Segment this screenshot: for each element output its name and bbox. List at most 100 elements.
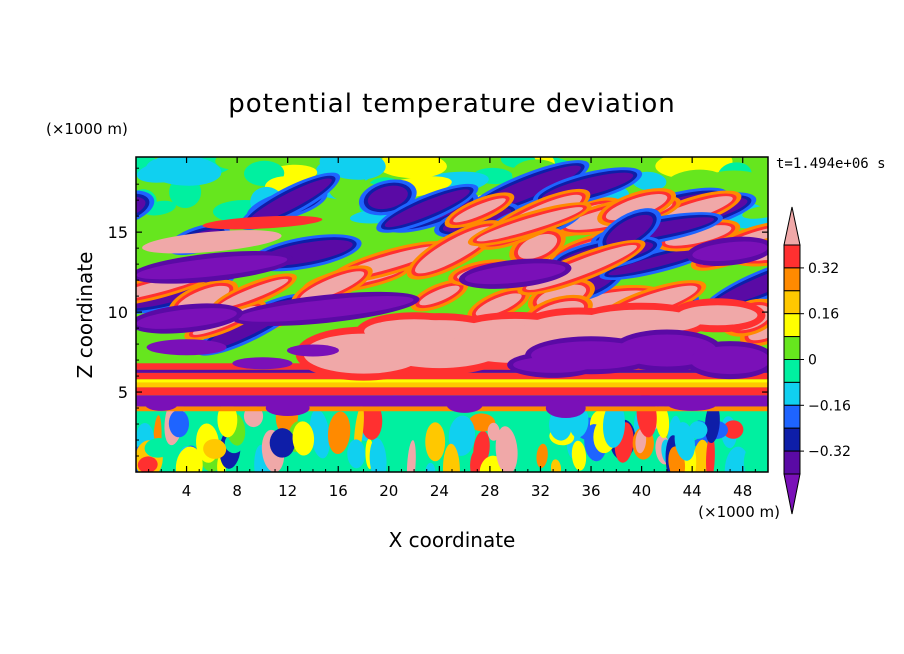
x-tick-label: 20: [379, 482, 398, 500]
upper-field-patch: [145, 157, 222, 186]
y-axis: 5 10 15: [108, 167, 768, 457]
upper-field-patch: [377, 157, 447, 179]
colorbar-segment: [783, 313, 801, 338]
cold-band-core: [136, 308, 237, 329]
cold-band-core: [237, 296, 414, 322]
chart-title: potential temperature deviation: [228, 89, 675, 119]
warm-band-left-top: [202, 215, 323, 230]
warm-core: [677, 305, 758, 326]
stratum-orange-b: [136, 382, 768, 388]
colorbar-segment: [783, 336, 801, 361]
warm-streak-core: [475, 293, 522, 317]
lower-convective-cell: [168, 409, 190, 438]
colorbar-segment: [783, 267, 801, 292]
lower-convective-cell: [704, 402, 720, 444]
cold-streak-core: [247, 178, 332, 225]
lower-convective-cell: [347, 439, 366, 469]
cold-streak-core: [384, 189, 470, 228]
lower-convective-cell: [487, 422, 500, 441]
lower-convective-cell: [689, 421, 708, 439]
upper-field-patch: [742, 204, 768, 219]
stratum-red-a: [136, 387, 768, 396]
lower-convective-cell: [292, 421, 315, 456]
warm-streak-core: [299, 271, 365, 302]
warm-core: [581, 309, 702, 334]
lower-convective-cell: [602, 401, 626, 448]
warm-streak-core: [748, 305, 768, 341]
warm-streak-core: [419, 285, 460, 306]
warm-streak-core: [476, 207, 583, 242]
cold-pocket: [668, 398, 717, 411]
lower-convective-cell: [706, 433, 715, 472]
x-tick-label: 28: [480, 482, 499, 500]
x-tick-label: 36: [581, 482, 600, 500]
colorbar-segment: [783, 244, 801, 269]
cold-pocket: [265, 400, 310, 417]
x-tick-label: 16: [329, 482, 348, 500]
y-tick-label: 15: [108, 223, 128, 242]
cold-patch-left: [232, 357, 293, 370]
colorbar-segment: [783, 381, 801, 406]
cold-streak-core: [608, 246, 712, 276]
lower-convective-cell: [571, 440, 587, 471]
x-tick-label: 44: [683, 482, 702, 500]
colorbar-tick-label: 0: [808, 353, 817, 369]
lower-convective-cell: [674, 422, 695, 461]
cold-patch-left: [286, 344, 339, 357]
lower-convective-cell: [269, 428, 295, 458]
lower-convective-cell: [635, 428, 647, 454]
lower-convective-cell: [175, 446, 203, 472]
lower-convective-cell: [327, 411, 351, 454]
lower-convective-cell: [406, 440, 416, 472]
lower-convective-cell: [550, 459, 562, 472]
warm-streak-core: [218, 278, 289, 308]
stratum-yellow: [136, 379, 768, 383]
cold-core: [513, 356, 594, 373]
colorbar-bottom-arrow: [783, 473, 801, 515]
colorbar-segment: [783, 359, 801, 383]
cold-band-core: [692, 241, 768, 262]
y-axis-label: Z coordinate: [73, 252, 97, 379]
x-tick-label: 4: [182, 482, 192, 500]
y-axis-unit: (×1000 m): [46, 120, 128, 138]
cold-streak-core: [606, 214, 653, 247]
warm-streak-core: [453, 198, 506, 223]
colorbar-segment: [783, 290, 801, 315]
cold-pocket: [545, 398, 586, 419]
lower-convective-cell: [309, 409, 331, 459]
lower-convective-cell: [203, 438, 227, 459]
lower-convective-cell: [724, 446, 751, 472]
y-tick-label: 10: [108, 303, 128, 322]
colorbar-segment: [783, 427, 801, 452]
colorbar-tick-label: −0.32: [808, 444, 851, 460]
colorbar-segment: [783, 404, 801, 429]
y-tick-label: 5: [118, 383, 128, 402]
time-label: t=1.494e+06 s: [776, 156, 886, 172]
cold-band-core: [136, 255, 288, 280]
x-tick-label: 32: [531, 482, 550, 500]
lower-convective-cell: [470, 449, 483, 472]
upper-field-patch: [319, 157, 386, 180]
cold-band-core: [464, 263, 566, 285]
warm-streak-core: [605, 194, 668, 221]
lower-convective-cell: [144, 438, 172, 458]
colorbar: 0.32 0.16 0 −0.16 −0.32: [783, 206, 851, 515]
cold-streak-core: [367, 185, 408, 210]
colorbar-tick-label: −0.16: [808, 398, 851, 414]
warm-core: [364, 319, 465, 344]
warm-band-left: [142, 230, 282, 254]
x-axis-unit: (×1000 m): [698, 503, 780, 521]
lower-convective-cell: [536, 443, 548, 468]
colorbar-tick-label: 0.16: [808, 307, 839, 323]
x-axis-label: X coordinate: [389, 528, 516, 552]
colorbar-top-arrow: [783, 206, 801, 246]
x-tick-label: 24: [430, 482, 449, 500]
lower-convective-cell: [369, 438, 387, 472]
lower-convective-cell: [443, 443, 460, 472]
x-axis: 4 8 12 16 20 24 28 32 36 40 44 48: [148, 157, 756, 500]
colorbar-segment: [783, 450, 801, 475]
lower-convective-cell: [743, 441, 768, 472]
x-tick-label: 40: [632, 482, 651, 500]
lower-convective-cell: [495, 426, 518, 472]
